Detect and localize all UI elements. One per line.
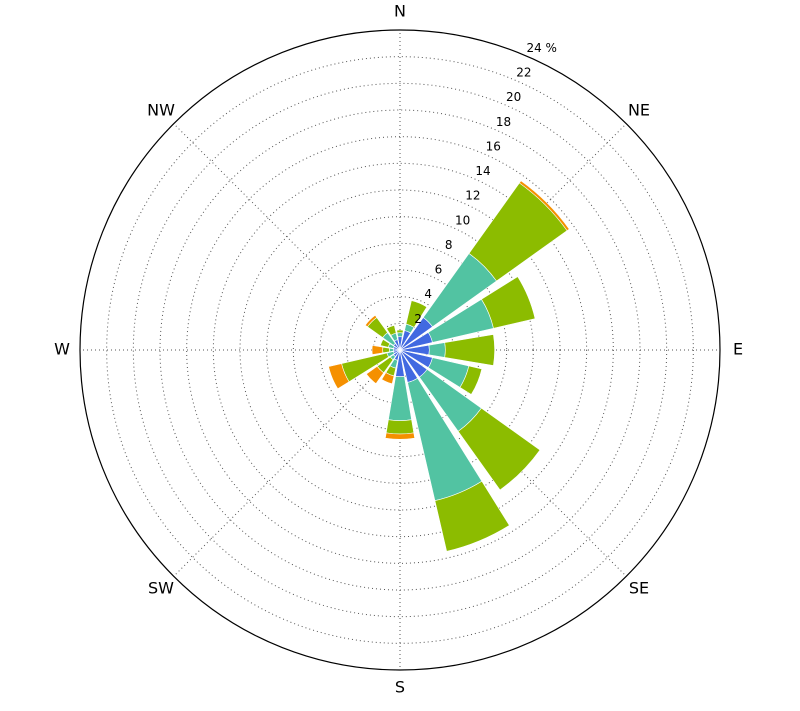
- radial-tick-label: 18: [496, 115, 511, 129]
- grid-circle: [132, 82, 668, 618]
- wind-segment: [518, 180, 570, 232]
- wind-segment: [386, 324, 397, 336]
- wind-segment: [381, 372, 395, 385]
- wind-segment: [444, 334, 495, 366]
- wind-segment: [396, 332, 404, 338]
- grid-circle: [159, 109, 641, 591]
- grid-circle: [266, 216, 534, 484]
- wind-segment: [365, 365, 385, 385]
- wind-segment: [428, 342, 446, 358]
- grid-circle: [292, 242, 508, 458]
- direction-label: SE: [629, 579, 649, 598]
- wind-segment: [384, 432, 416, 440]
- radial-tick-label: 14: [475, 164, 490, 178]
- wind-segment: [405, 300, 428, 328]
- radial-tick-label: 12: [465, 189, 480, 203]
- radial-tick-label: 20: [506, 90, 521, 104]
- wind-segment: [481, 276, 536, 329]
- grid-circle: [106, 56, 694, 644]
- wind-segment: [385, 419, 415, 435]
- direction-label: W: [54, 340, 70, 359]
- direction-label: N: [394, 2, 406, 21]
- wind-segment: [364, 314, 378, 328]
- direction-label: S: [395, 678, 405, 697]
- grid-circle: [239, 189, 561, 511]
- direction-label: E: [733, 340, 743, 359]
- radial-tick-label: 4: [424, 287, 432, 301]
- radial-tick-label: 16: [486, 139, 501, 153]
- wind-segment: [389, 347, 394, 353]
- wind-segment: [434, 480, 510, 552]
- wind-segment: [382, 346, 390, 354]
- wind-segment: [396, 329, 404, 334]
- wind-segment: [380, 339, 391, 348]
- radial-tick-label: 6: [435, 263, 443, 277]
- wind-segment: [328, 363, 350, 390]
- wind-segment: [457, 407, 541, 491]
- radial-tick-label: 24 %: [526, 41, 557, 55]
- radial-tick-label: 22: [516, 65, 531, 79]
- direction-label: SW: [148, 579, 174, 598]
- wind-segment: [459, 365, 483, 395]
- grid-circle: [212, 162, 588, 538]
- direction-label: NE: [628, 100, 650, 119]
- wind-segment: [371, 345, 384, 355]
- outer-circle: [79, 29, 721, 671]
- radial-tick-label: 2: [414, 312, 422, 326]
- radial-tick-label: 10: [455, 213, 470, 227]
- grid-circle: [186, 136, 614, 564]
- direction-label: NW: [147, 100, 175, 119]
- radial-tick-label: 8: [445, 238, 453, 252]
